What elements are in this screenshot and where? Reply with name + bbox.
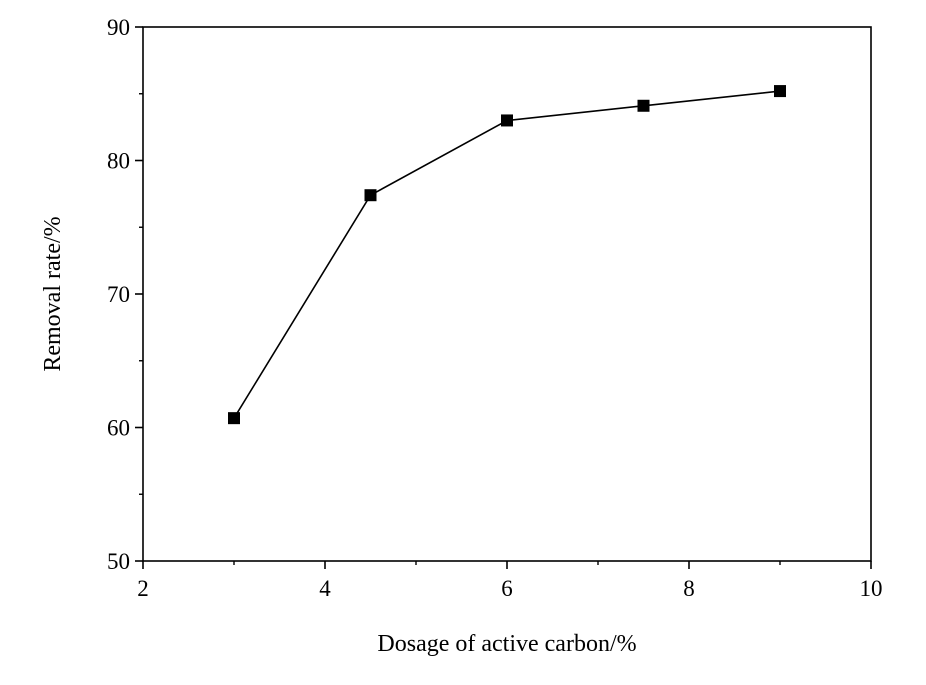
y-tick-label: 70 xyxy=(107,282,130,307)
y-tick-label: 80 xyxy=(107,149,130,174)
x-tick-label: 10 xyxy=(860,576,883,601)
x-tick-label: 2 xyxy=(137,576,149,601)
plot-area xyxy=(142,26,872,562)
x-axis-label: Dosage of active carbon/% xyxy=(377,631,636,657)
plot-frame xyxy=(142,26,872,562)
x-tick-label: 6 xyxy=(501,576,513,601)
x-axis-ticks: 2 4 6 8 10 xyxy=(137,561,883,601)
y-tick-label: 50 xyxy=(107,549,130,574)
data-point-marker xyxy=(637,99,650,112)
x-tick-label: 4 xyxy=(319,576,331,601)
y-tick-label: 90 xyxy=(107,15,130,40)
series-line xyxy=(233,90,781,419)
series-layer xyxy=(228,85,786,425)
data-point-marker xyxy=(364,189,377,202)
y-tick-label: 60 xyxy=(107,416,130,441)
data-point-marker xyxy=(228,412,240,425)
y-axis-label: Removal rate/% xyxy=(40,216,66,371)
y-axis-ticks: 50 60 70 80 90 xyxy=(107,15,143,574)
data-point-marker xyxy=(774,85,786,98)
x-tick-label: 8 xyxy=(683,576,695,601)
data-point-marker xyxy=(501,114,513,127)
